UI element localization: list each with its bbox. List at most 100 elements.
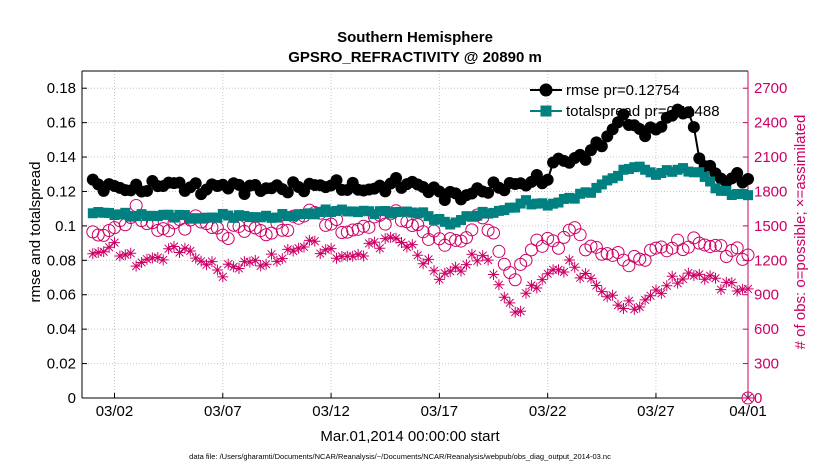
rmse-point [682,106,695,119]
obs-assimilated-point [347,250,359,262]
totalspread-point [169,212,180,223]
obs-possible-point [730,241,744,255]
obs-assimilated-point [417,258,429,270]
y2-tick-label: 300 [754,356,779,373]
obs-assimilated-point [428,265,440,277]
obs-assimilated-point [525,279,537,291]
obs-assimilated-point [314,248,326,260]
totalspread-point [510,202,521,213]
totalspread-point [710,183,721,194]
chart-title: Southern Hemisphere [337,29,493,46]
totalspread-point [645,167,656,178]
obs-assimilated-point [563,254,575,266]
totalspread-point [558,193,569,204]
obs-assimilated-point [217,271,229,283]
obs-assimilated-point [699,273,711,285]
obs-assimilated-point [596,286,608,298]
obs-assimilated-point [639,294,651,306]
totalspread-point [385,208,396,219]
x-tick-label: 03/27 [637,403,675,420]
y2-axis-label: # of obs: o=possible; ×=assimilated [792,115,809,350]
totalspread-point [477,206,488,217]
obs-assimilated-point [493,279,505,291]
obs-assimilated-point [553,264,564,276]
totalspread-point [499,205,510,216]
obs-assimilated-point [558,266,570,278]
totalspread-point [613,170,624,181]
totalspread-point [591,182,602,193]
obs-assimilated-point [439,267,451,279]
y2-tick-label: 900 [754,287,779,304]
totalspread-point [607,173,618,184]
y-tick-label: 0.16 [47,115,76,132]
totalspread-point [672,164,683,175]
totalspread-point [277,209,288,220]
obs-assimilated-point [396,237,407,248]
obs-assimilated-point [677,273,689,285]
totalspread-point [131,211,142,222]
totalspread-point [407,207,418,218]
y-tick-label: 0.08 [47,252,76,269]
totalspread-point [201,212,212,223]
y2-tick-label: 600 [754,321,779,338]
obs-assimilated-point [423,253,434,265]
obs-assimilated-point [661,280,673,292]
totalspread-point [412,208,423,219]
obs-assimilated-point [542,268,554,280]
y2-tick-label: 1200 [754,252,787,269]
legend-label: totalspread pr=0.11488 [566,103,720,120]
rmse-point [655,120,668,133]
obs-possible-point [357,219,371,233]
obs-assimilated-point [114,250,126,262]
obs-assimilated-point [222,258,234,270]
totalspread-point [369,209,380,220]
totalspread-point [206,212,217,223]
totalspread-point [336,204,347,215]
obs-assimilated-point [498,291,510,303]
totalspread-point [466,211,477,222]
totalspread-point [353,207,364,218]
obs-possible-point [698,238,712,252]
totalspread-point [483,208,494,219]
obs-assimilated-point [325,243,337,255]
totalspread-point [114,209,125,220]
y-tick-label: 0 [68,390,76,407]
totalspread-point [618,164,629,175]
totalspread-point [548,198,559,209]
obs-assimilated-point [580,268,592,279]
totalspread-point [179,210,190,221]
rmse-point [687,121,700,134]
obs-assimilated-point [190,252,202,264]
obs-possible-point [432,232,446,246]
obs-assimilated-point [477,250,489,262]
obs-assimilated-point [666,270,678,282]
obs-assimilated-point [412,249,424,261]
obs-possible-point [492,244,506,258]
totalspread-point [456,215,467,226]
obs-assimilated-point [92,247,104,258]
totalspread-point [553,197,564,208]
totalspread-point [217,208,228,219]
obs-assimilated-point [509,306,521,318]
obs-possible-point [151,223,165,237]
y-tick-label: 0.04 [47,321,76,338]
obs-assimilated-point [466,248,478,260]
obs-possible-point [633,252,647,266]
obs-assimilated-point [244,256,256,268]
rmse-point [731,167,744,180]
totalspread-point [515,198,526,209]
obs-assimilated-point [590,280,602,291]
totalspread-point [418,207,429,218]
obs-assimilated-point [379,233,391,245]
x-tick-label: 03/07 [204,403,242,420]
obs-assimilated-point [390,232,402,244]
chart-subtitle: GPSRO_REFRACTIVITY @ 20890 m [288,49,542,66]
totalspread-point [185,213,196,224]
totalspread-point [732,188,743,199]
obs-assimilated-point [358,250,370,262]
totalspread-point [104,207,115,218]
obs-assimilated-point [298,241,310,253]
obs-assimilated-point [195,255,207,267]
obs-assimilated-point [125,247,137,259]
totalspread-point [374,206,385,217]
